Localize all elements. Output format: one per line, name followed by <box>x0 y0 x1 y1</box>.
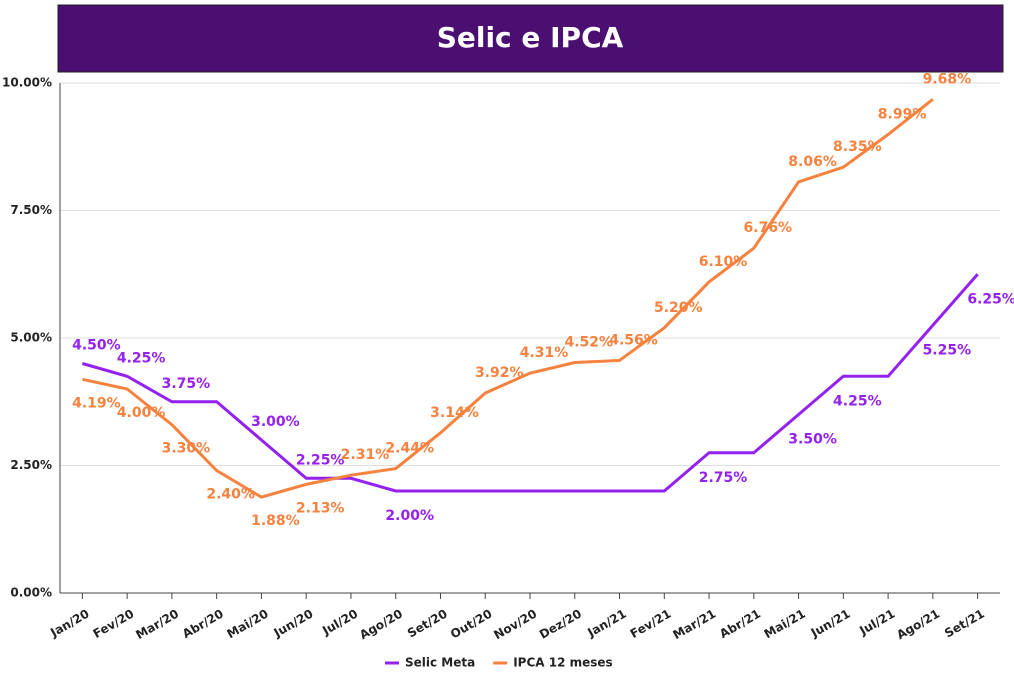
data-label: 4.52% <box>564 334 613 350</box>
x-tick-label: Abr/21 <box>717 607 763 642</box>
data-label: 1.88% <box>251 513 300 529</box>
data-label: 6.10% <box>699 254 748 270</box>
x-tick-label: Mai/20 <box>225 607 271 642</box>
series-line <box>81 273 979 493</box>
data-label: 8.35% <box>833 139 882 155</box>
data-label: 8.06% <box>788 154 837 170</box>
data-label: 8.99% <box>878 107 927 123</box>
data-label: 6.76% <box>744 220 793 236</box>
data-label: 3.00% <box>251 414 300 430</box>
y-tick-label: 5.00% <box>10 331 52 345</box>
data-label: 5.25% <box>923 342 972 358</box>
series-line <box>82 98 934 499</box>
x-tick-label: Ago/21 <box>894 607 942 643</box>
data-label: 5.20% <box>654 300 703 316</box>
data-label: 2.75% <box>699 470 748 486</box>
x-tick-label: Fev/20 <box>91 607 137 642</box>
data-label: 3.75% <box>162 376 211 392</box>
data-label: 9.68% <box>923 71 972 87</box>
data-label: 3.30% <box>162 441 211 457</box>
legend-label: Selic Meta <box>405 656 475 670</box>
y-tick-label: 10.00% <box>2 76 52 90</box>
x-tick-label: Set/21 <box>942 607 987 641</box>
title-bar <box>57 4 1004 73</box>
data-label: 4.25% <box>833 393 882 409</box>
x-tick-label: Nov/20 <box>491 607 539 643</box>
data-label: 3.50% <box>788 432 837 448</box>
y-tick-label: 2.50% <box>10 458 52 472</box>
data-label: 4.31% <box>520 345 569 361</box>
data-label: 2.13% <box>296 500 345 516</box>
data-label: 4.19% <box>72 395 121 411</box>
x-tick-label: Jun/20 <box>271 607 316 641</box>
x-tick-label: Jun/21 <box>808 607 853 641</box>
x-tick-label: Mar/21 <box>671 607 719 643</box>
x-tick-label: Ago/20 <box>357 607 405 643</box>
data-label: 4.56% <box>609 332 658 348</box>
data-label: 3.14% <box>430 405 479 421</box>
data-label: 2.44% <box>385 441 434 457</box>
x-tick-label: Abr/20 <box>180 607 226 642</box>
data-label: 4.00% <box>117 405 166 421</box>
data-label: 4.50% <box>72 338 121 354</box>
data-label: 6.25% <box>967 291 1014 307</box>
x-tick-label: Jul/21 <box>856 607 897 639</box>
x-tick-label: Dez/20 <box>537 607 584 642</box>
data-label: 2.40% <box>206 487 255 503</box>
data-label: 2.00% <box>385 508 434 524</box>
x-tick-label: Jul/20 <box>319 607 360 639</box>
chart-title: Selic e IPCA <box>437 21 624 54</box>
x-tick-label: Mai/21 <box>762 607 808 642</box>
legend-label: IPCA 12 meses <box>513 656 612 670</box>
y-tick-label: 0.00% <box>10 586 52 600</box>
x-tick-label: Jan/20 <box>47 607 91 641</box>
x-tick-label: Set/20 <box>405 607 450 641</box>
y-tick-label: 7.50% <box>10 203 52 217</box>
data-label: 2.25% <box>296 452 345 468</box>
x-tick-label: Out/20 <box>448 607 494 642</box>
data-label: 2.31% <box>341 447 390 463</box>
x-tick-label: Mar/20 <box>133 607 181 643</box>
x-tick-label: Jan/21 <box>584 607 628 641</box>
data-label: 3.92% <box>475 365 524 381</box>
x-tick-label: Fev/21 <box>628 607 674 642</box>
data-label: 4.25% <box>117 350 166 366</box>
